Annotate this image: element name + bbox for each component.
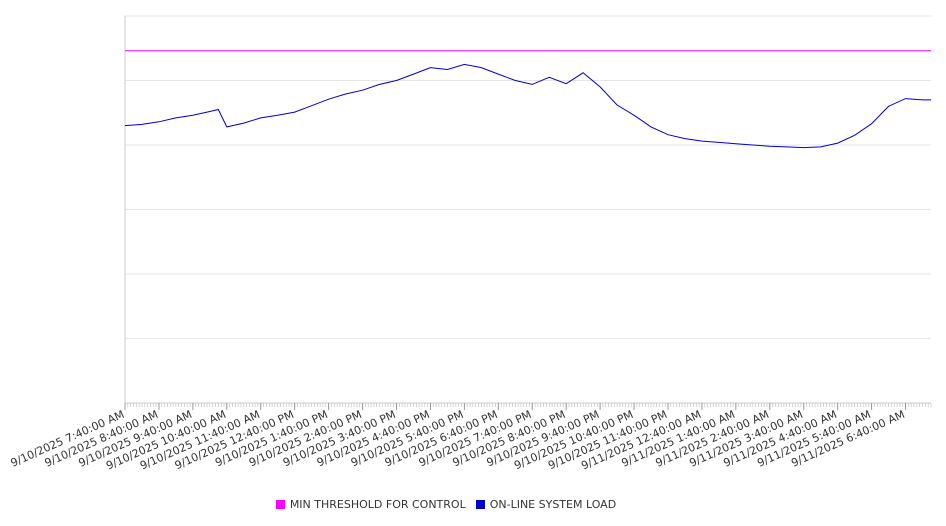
legend-swatch-threshold [275,500,285,509]
x-axis-minor-ticks [124,403,932,407]
series-line-system-load [124,63,931,149]
legend-swatch-system-load [475,500,485,509]
x-axis-tick-labels: 9/10/2025 7:40:00 AM9/10/2025 8:40:00 AM… [9,403,907,473]
series-layer [124,50,931,149]
legend: MIN THRESHOLD FOR CONTROL ON-LINE SYSTEM… [0,498,892,511]
legend-label-system-load: ON-LINE SYSTEM LOAD [489,498,617,511]
legend-label-threshold: MIN THRESHOLD FOR CONTROL [289,498,466,511]
gridlines [125,15,931,339]
legend-item-threshold[interactable]: MIN THRESHOLD FOR CONTROL [275,498,466,511]
legend-item-system-load[interactable]: ON-LINE SYSTEM LOAD [475,498,617,511]
